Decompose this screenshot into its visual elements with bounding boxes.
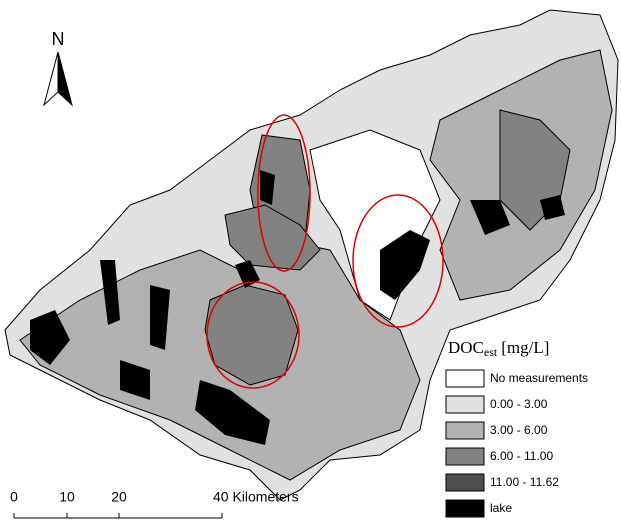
legend-swatch [446, 500, 484, 517]
legend-title-main: DOC [448, 338, 484, 357]
legend-label: lake [490, 501, 512, 515]
scale-label: 10 [59, 489, 75, 505]
legend-label: 11.00 - 11.62 [490, 475, 559, 489]
legend-label: 0.00 - 3.00 [490, 397, 548, 411]
legend-label: 3.00 - 6.00 [490, 423, 548, 437]
north-arrow-right [58, 52, 72, 105]
north-label: N [52, 29, 65, 49]
scale-bar: 0 10 20 40 Kilometers [10, 489, 298, 518]
legend-title-unit: [mg/L] [501, 338, 549, 357]
legend-swatch [446, 396, 484, 413]
north-arrow-left [44, 52, 58, 105]
legend-title-subscript: est [484, 345, 498, 359]
legend-swatch [446, 370, 484, 387]
legend-swatch [446, 422, 484, 439]
north-arrow: N [44, 29, 72, 105]
legend-title: DOCest[mg/L] [448, 338, 549, 359]
legend-label: 6.00 - 11.00 [490, 449, 553, 463]
legend-swatch [446, 448, 484, 465]
legend-swatch [446, 474, 484, 491]
map: N DOCest[mg/L] No measurements 0.00 - 3.00… [0, 0, 621, 526]
legend: DOCest[mg/L] No measurements 0.00 - 3.00 3.… [446, 338, 588, 517]
legend-label: No measurements [490, 371, 588, 385]
scale-label: 20 [111, 489, 127, 505]
scale-label: 0 [10, 489, 18, 505]
scale-label: 40 Kilometers [213, 489, 299, 505]
